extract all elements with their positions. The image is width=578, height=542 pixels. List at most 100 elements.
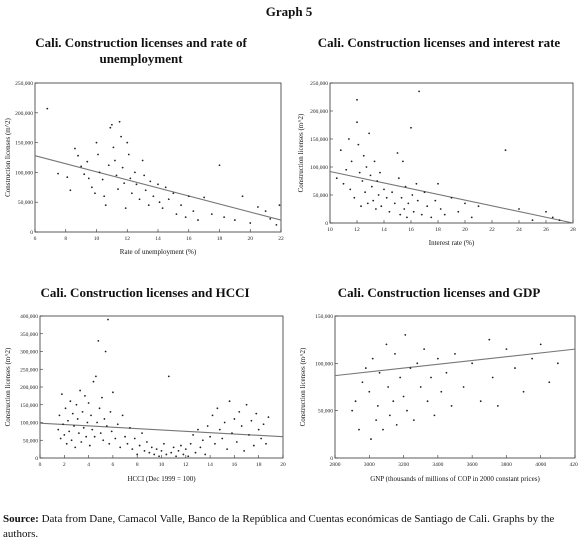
x-tick-label: 4000 <box>535 462 546 468</box>
data-point <box>359 172 361 174</box>
data-point <box>353 197 355 199</box>
x-tick-label: 3200 <box>398 462 409 468</box>
x-tick-label: 2800 <box>330 462 341 468</box>
data-point <box>129 177 131 179</box>
y-axis-label: Construction licenses (m^2) <box>4 347 12 426</box>
y-tick-label: 50,000 <box>18 200 33 206</box>
data-point <box>366 166 368 168</box>
data-point <box>114 160 116 162</box>
data-point <box>78 432 80 434</box>
data-point <box>371 186 373 188</box>
data-point <box>148 452 150 454</box>
data-point <box>548 381 550 383</box>
data-point <box>437 358 439 360</box>
x-tick-label: 14 <box>381 227 387 233</box>
data-point <box>345 169 347 171</box>
data-point <box>72 413 74 415</box>
data-point <box>416 362 418 364</box>
data-point <box>444 214 446 216</box>
y-tick-label: 250,000 <box>310 81 328 87</box>
x-tick-label: 6 <box>34 236 37 242</box>
data-point <box>96 422 98 424</box>
data-point <box>91 186 93 188</box>
data-point <box>396 424 398 426</box>
data-point <box>362 180 364 182</box>
data-point <box>144 450 146 452</box>
data-point <box>131 192 133 194</box>
data-point <box>46 108 48 110</box>
data-point <box>79 390 81 392</box>
data-point <box>355 400 357 402</box>
data-point <box>413 419 415 421</box>
x-tick-label: 3800 <box>501 462 512 468</box>
data-point <box>188 195 190 197</box>
data-point <box>88 177 90 179</box>
data-point <box>356 121 358 123</box>
data-point <box>119 446 121 448</box>
data-point <box>387 386 389 388</box>
x-tick-label: 4 <box>87 462 90 468</box>
data-point <box>61 393 63 395</box>
data-point <box>76 404 78 406</box>
data-point <box>399 377 401 379</box>
data-point <box>89 445 91 447</box>
y-tick-label: 200,000 <box>20 385 38 391</box>
data-point <box>343 183 345 185</box>
x-tick-label: 10 <box>327 227 333 233</box>
data-point <box>122 415 124 417</box>
data-point <box>158 455 160 457</box>
data-point <box>478 205 480 207</box>
y-tick-label: 350,000 <box>20 332 38 338</box>
data-point <box>434 415 436 417</box>
data-point <box>203 197 205 199</box>
data-point <box>518 208 520 210</box>
data-point <box>340 149 342 151</box>
data-point <box>426 205 428 207</box>
plot-frame <box>330 83 573 223</box>
data-point <box>370 175 372 177</box>
data-point <box>238 411 240 413</box>
data-point <box>234 219 236 221</box>
data-point <box>404 334 406 336</box>
data-point <box>124 436 126 438</box>
data-point <box>192 434 194 436</box>
x-tick-label: 20 <box>248 236 254 242</box>
data-point <box>204 454 206 456</box>
data-point <box>368 133 370 135</box>
data-point <box>372 200 374 202</box>
chart-title-hcci: Cali. Construction licenses and HCCI <box>0 285 290 301</box>
data-point <box>74 446 76 448</box>
data-point <box>391 191 393 193</box>
x-tick-label: 12 <box>183 462 189 468</box>
scatter-chart-hcci: 050,000100,000150,000200,000250,000300,0… <box>0 308 290 493</box>
data-point <box>178 450 180 452</box>
data-point <box>386 197 388 199</box>
data-point <box>63 434 65 436</box>
y-tick-label: 100,000 <box>310 165 328 171</box>
data-point <box>143 174 145 176</box>
x-tick-label: 18 <box>256 462 262 468</box>
data-point <box>99 172 101 174</box>
data-point <box>413 211 415 213</box>
data-point <box>107 319 109 321</box>
data-point <box>66 176 68 178</box>
data-point <box>209 436 211 438</box>
data-point <box>112 391 114 393</box>
data-point <box>375 419 377 421</box>
data-point <box>80 166 82 168</box>
data-point <box>377 405 379 407</box>
data-point <box>357 144 359 146</box>
data-point <box>214 443 216 445</box>
data-point <box>407 203 409 205</box>
data-point <box>83 173 85 175</box>
source-text: Data from Dane, Camacol Valle, Banco de … <box>3 513 554 540</box>
data-point <box>119 121 121 123</box>
y-tick-label: 300,000 <box>20 350 38 356</box>
x-axis-label: GNP (thousands of millions of COP in 200… <box>370 475 540 483</box>
data-point <box>430 377 432 379</box>
data-point <box>187 455 189 457</box>
data-point <box>142 160 144 162</box>
data-point <box>260 438 262 440</box>
data-point <box>96 142 98 144</box>
data-point <box>113 146 115 148</box>
